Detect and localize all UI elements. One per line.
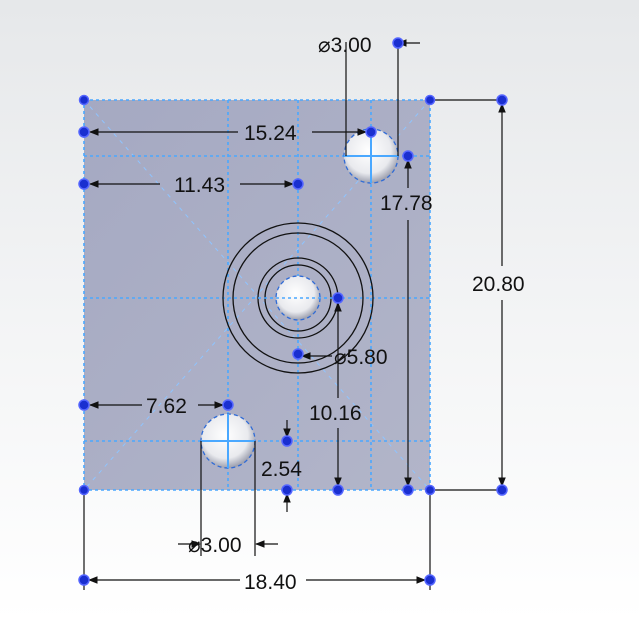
top-hole-x-dimension[interactable]: 15.24 xyxy=(244,122,297,145)
sketch-point[interactable] xyxy=(424,484,436,496)
center-counterbore-hole[interactable] xyxy=(222,222,374,374)
bottom-hole[interactable] xyxy=(200,413,256,469)
sketch-point[interactable] xyxy=(292,348,304,360)
width-dimension[interactable]: 18.40 xyxy=(244,571,297,594)
sketch-point[interactable] xyxy=(292,178,304,190)
sketch-point[interactable] xyxy=(392,37,404,49)
sketch-point[interactable] xyxy=(332,484,344,496)
bottom-hole-diameter-dimension[interactable]: ⌀3.00 xyxy=(188,534,242,557)
sketch-point[interactable] xyxy=(496,94,508,106)
sketch-point[interactable] xyxy=(332,292,344,304)
sketch-point[interactable] xyxy=(281,435,293,447)
center-hole-x-dimension[interactable]: 11.43 xyxy=(174,174,225,197)
sketch-point[interactable] xyxy=(424,94,436,106)
sketch-point[interactable] xyxy=(78,178,90,190)
sketch-point[interactable] xyxy=(365,126,377,138)
sketch-point[interactable] xyxy=(402,484,414,496)
top-hole-y-dimension[interactable]: 17.78 xyxy=(380,192,433,215)
center-hole-diameter-dimension[interactable]: ⌀5.80 xyxy=(334,346,388,369)
sketch-point[interactable] xyxy=(496,484,508,496)
sketch-point[interactable] xyxy=(78,574,90,586)
bottom-hole-x-dimension[interactable]: 7.62 xyxy=(146,395,187,418)
sketch-point[interactable] xyxy=(402,150,414,162)
dimension-lines xyxy=(83,39,506,590)
sketch-point[interactable] xyxy=(78,484,90,496)
dimension-labels[interactable]: ⌀3.00 15.24 11.43 17.78 20.80 ⌀5.80 10.1… xyxy=(146,34,525,594)
center-hole-y-dimension[interactable]: 10.16 xyxy=(309,402,362,425)
sketch-point[interactable] xyxy=(281,484,293,496)
height-dimension[interactable]: 20.80 xyxy=(472,273,525,296)
top-hole-diameter-dimension[interactable]: ⌀3.00 xyxy=(318,34,372,57)
sketch-point[interactable] xyxy=(222,399,234,411)
sketch-point[interactable] xyxy=(78,399,90,411)
bottom-hole-y-dimension[interactable]: 2.54 xyxy=(261,458,302,481)
sketch-point[interactable] xyxy=(78,94,90,106)
sketch-point[interactable] xyxy=(424,574,436,586)
sketch-points[interactable] xyxy=(78,37,508,586)
sketch-point[interactable] xyxy=(78,126,90,138)
